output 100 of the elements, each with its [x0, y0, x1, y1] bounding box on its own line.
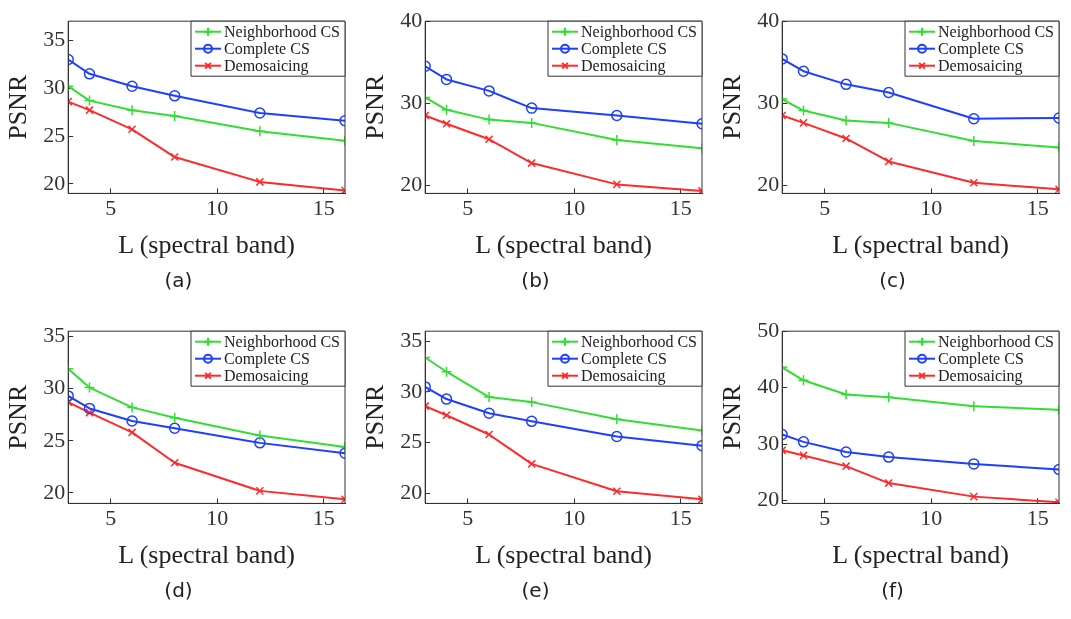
point	[440, 104, 453, 116]
point	[126, 104, 138, 116]
x-tick-label: 5	[462, 505, 474, 531]
point	[170, 152, 179, 162]
point	[611, 109, 623, 122]
point	[126, 80, 138, 92]
point	[525, 415, 538, 428]
x-tick-label: 15	[1026, 505, 1049, 531]
point	[797, 374, 810, 387]
y-axis-title: PSNR	[360, 384, 390, 450]
x-tick-label: 10	[920, 505, 943, 531]
point	[170, 458, 179, 467]
point	[83, 402, 96, 415]
x-tick-label: 10	[920, 195, 943, 221]
point	[254, 429, 266, 442]
y-tick-label: 30	[400, 377, 423, 403]
y-axis-title: PSNR	[360, 74, 390, 140]
point	[484, 430, 494, 439]
point	[969, 178, 979, 188]
y-tick-label: 50	[757, 316, 780, 342]
x-tick-label: 15	[312, 195, 335, 221]
legend-label: Neighborhood CS	[938, 22, 1054, 41]
y-tick-label: 20	[400, 479, 423, 505]
point	[840, 114, 852, 127]
x-axis-title: L (spectral band)	[118, 230, 295, 260]
point	[797, 436, 810, 448]
x-tick-label: 15	[669, 195, 692, 221]
point	[882, 117, 895, 129]
y-axis-title: PSNR	[3, 74, 33, 140]
text: (e)	[520, 578, 551, 602]
point	[969, 492, 979, 501]
point	[840, 446, 852, 458]
point	[799, 118, 808, 128]
point	[968, 113, 980, 125]
point	[840, 388, 852, 401]
legend-label: Neighborhood CS	[581, 332, 697, 351]
x-axis-title: L (spectral band)	[832, 230, 1009, 260]
point	[797, 104, 810, 117]
point	[612, 486, 622, 496]
point	[484, 134, 494, 144]
point	[440, 365, 453, 378]
point	[611, 430, 623, 443]
legend-label: Neighborhood CS	[938, 332, 1054, 351]
point	[440, 73, 453, 86]
point	[254, 107, 266, 119]
point	[483, 113, 495, 126]
x-axis-title: L (spectral band)	[832, 540, 1009, 570]
point	[612, 180, 622, 189]
y-tick-label: 40	[400, 6, 423, 32]
x-tick-label: 10	[206, 505, 229, 531]
y-tick-label: 35	[400, 327, 423, 353]
x-tick-label: 10	[206, 195, 229, 221]
point	[168, 110, 181, 122]
point	[442, 410, 451, 420]
point	[527, 158, 536, 168]
x-axis-title: L (spectral band)	[118, 540, 295, 570]
y-tick-label: 20	[757, 486, 780, 512]
point	[168, 422, 181, 435]
y-tick-label: 30	[43, 73, 66, 99]
x-tick-label: 5	[819, 195, 831, 221]
y-tick-label: 20	[757, 170, 780, 196]
text: (b)	[520, 268, 551, 292]
point	[127, 428, 137, 437]
legend-label: Neighborhood CS	[224, 22, 340, 41]
point	[255, 486, 265, 496]
x-axis-title: L (spectral band)	[475, 540, 652, 570]
x-tick-label: 5	[819, 505, 831, 531]
point	[126, 401, 138, 414]
y-tick-label: 20	[400, 170, 423, 196]
y-tick-label: 30	[400, 88, 423, 114]
point	[168, 412, 181, 424]
y-tick-label: 30	[757, 88, 780, 114]
y-tick-label: 25	[43, 426, 66, 452]
point	[841, 461, 851, 471]
text: (c)	[878, 268, 907, 292]
point	[126, 415, 138, 427]
y-tick-label: 20	[43, 169, 66, 195]
x-tick-label: 5	[462, 195, 474, 221]
point	[85, 105, 94, 115]
point	[440, 393, 453, 405]
point	[841, 134, 851, 143]
point	[840, 78, 852, 91]
point	[483, 407, 495, 419]
y-tick-label: 40	[757, 373, 780, 399]
point	[83, 94, 96, 107]
text: (a)	[163, 268, 194, 292]
point	[527, 459, 536, 469]
x-tick-label: 10	[563, 505, 586, 531]
point	[968, 458, 980, 470]
point	[884, 478, 893, 488]
point	[83, 381, 96, 394]
y-tick-label: 25	[43, 121, 66, 147]
legend-label: Neighborhood CS	[224, 332, 340, 351]
x-tick-label: 15	[312, 505, 335, 531]
point	[254, 437, 266, 449]
y-tick-label: 20	[43, 478, 66, 504]
point	[525, 396, 538, 408]
x-tick-label: 5	[105, 505, 117, 531]
point	[882, 391, 895, 404]
text: (f)	[880, 578, 905, 602]
